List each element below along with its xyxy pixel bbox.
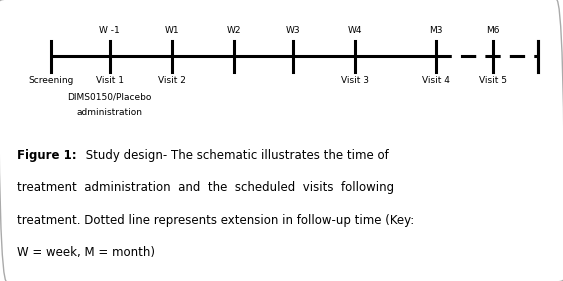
Text: DIMS0150/Placebo: DIMS0150/Placebo (68, 92, 152, 101)
Text: treatment  administration  and  the  scheduled  visits  following: treatment administration and the schedul… (17, 181, 394, 194)
Text: Visit 1: Visit 1 (96, 76, 124, 85)
Text: Figure 1:: Figure 1: (17, 149, 77, 162)
Text: W -1: W -1 (100, 26, 120, 35)
Text: Visit 2: Visit 2 (158, 76, 186, 85)
Text: Visit 4: Visit 4 (422, 76, 450, 85)
Text: M6: M6 (486, 26, 499, 35)
Text: Visit 3: Visit 3 (341, 76, 369, 85)
Text: M3: M3 (430, 26, 443, 35)
Text: W2: W2 (226, 26, 241, 35)
Text: treatment. Dotted line represents extension in follow-up time (Key:: treatment. Dotted line represents extens… (17, 214, 414, 226)
Text: administration: administration (77, 108, 143, 117)
Text: Visit 5: Visit 5 (479, 76, 507, 85)
Text: W4: W4 (347, 26, 362, 35)
Text: Study design- The schematic illustrates the time of: Study design- The schematic illustrates … (82, 149, 388, 162)
Text: W = week, M = month): W = week, M = month) (17, 246, 155, 259)
Text: W3: W3 (285, 26, 300, 35)
Text: W1: W1 (164, 26, 179, 35)
Text: Screening: Screening (28, 76, 73, 85)
